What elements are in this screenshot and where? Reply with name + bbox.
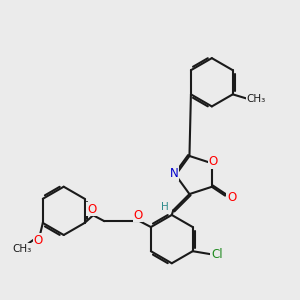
Text: O: O — [209, 155, 218, 168]
Text: CH₃: CH₃ — [246, 94, 265, 104]
Text: N: N — [170, 167, 178, 180]
Text: H: H — [161, 202, 169, 212]
Text: Cl: Cl — [211, 248, 223, 261]
Text: CH₃: CH₃ — [12, 244, 31, 254]
Text: O: O — [34, 234, 43, 247]
Text: O: O — [134, 209, 143, 222]
Text: O: O — [227, 190, 236, 204]
Text: O: O — [87, 203, 96, 216]
